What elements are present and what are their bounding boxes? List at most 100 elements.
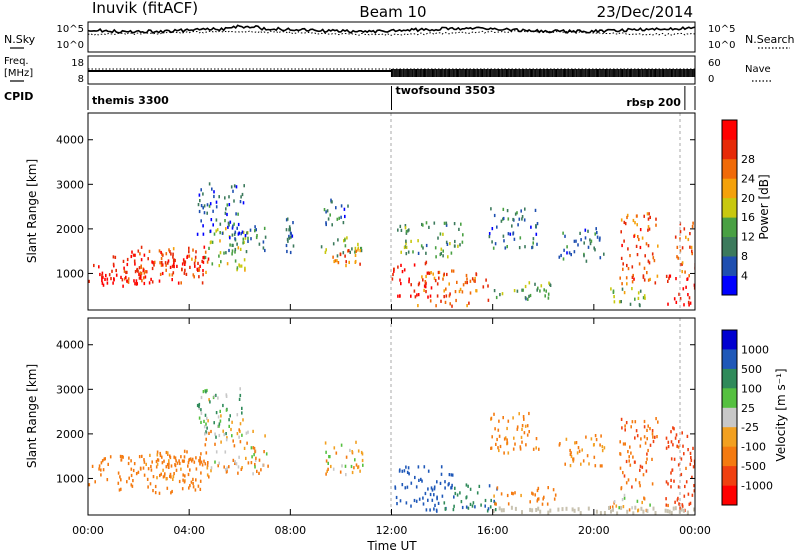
power-cell (338, 216, 340, 220)
velocity-cell (693, 484, 695, 488)
power-cell (347, 249, 350, 253)
power-cell (445, 287, 447, 291)
velocity-cell (690, 456, 692, 460)
velocity-cell (674, 500, 676, 504)
power-cell (459, 243, 461, 247)
velocity-cell (640, 437, 642, 441)
power-cell (490, 207, 492, 211)
velocity-cell (687, 448, 689, 452)
velocity-cell (362, 463, 364, 467)
velocity-cell (327, 461, 329, 465)
power-cell (237, 246, 240, 250)
velocity-cell (132, 479, 134, 483)
power-cell (226, 262, 229, 266)
power-cell (537, 286, 539, 290)
velocity-cell (507, 419, 510, 423)
velocity-cell (628, 455, 630, 459)
power-cell (673, 297, 676, 301)
power-cell (590, 239, 593, 243)
power-cell (453, 222, 456, 226)
power-cell (219, 251, 222, 255)
power-cell (101, 271, 104, 275)
velocity-cell (665, 497, 667, 501)
velocity-ground-cell (549, 508, 552, 513)
velocity-cell (198, 404, 200, 409)
velocity-cell (619, 466, 622, 470)
power-cell (598, 238, 601, 242)
power-cell (570, 253, 572, 257)
power-cell (200, 219, 202, 223)
power-cell (172, 255, 174, 259)
velocity-ground-cell (654, 511, 657, 515)
velocity-cell (163, 459, 165, 463)
velocity-cell (141, 454, 143, 458)
power-cell (585, 259, 588, 263)
power-cell (202, 256, 204, 260)
velocity-cell (623, 493, 626, 497)
velocity-cell (199, 456, 201, 460)
power-cell (136, 282, 138, 286)
velocity-cell (667, 445, 670, 449)
velocity-cell (637, 508, 640, 512)
velocity-cell (570, 454, 573, 459)
power-cell (691, 225, 694, 229)
velocity-cell (238, 428, 240, 432)
power-cell (562, 257, 565, 261)
power-cell (417, 304, 419, 308)
velocity-cell (181, 459, 184, 463)
velocity-cell (357, 449, 360, 453)
velocity-cell (166, 486, 169, 490)
velocity-cell (570, 451, 572, 455)
power-cell (239, 200, 242, 204)
power-cell (121, 278, 124, 282)
velocity-cell (665, 436, 668, 440)
velocity-cell (401, 469, 404, 473)
velocity-cell (593, 455, 596, 459)
power-cell (162, 253, 164, 257)
velocity-cell (226, 436, 228, 440)
velocity-cell (354, 458, 356, 462)
velocity-cell (490, 498, 492, 503)
velocity-cell (239, 393, 242, 398)
velocity-patch (204, 428, 269, 476)
velocity-cell (441, 494, 444, 498)
power-cell (665, 274, 668, 278)
power-patch (619, 212, 659, 286)
velocity-cell (423, 465, 426, 469)
velocity-cell (629, 463, 632, 467)
velocity-cell (433, 493, 435, 497)
power-cell (123, 269, 126, 273)
power-cell (622, 262, 624, 266)
velocity-cell (206, 416, 208, 420)
velocity-cell (218, 461, 220, 465)
power-cell (687, 293, 689, 297)
velocity-ylabel: Slant Range [km] (25, 364, 39, 468)
velocity-cell (420, 477, 422, 481)
velocity-cell (520, 435, 523, 439)
velocity-cell (646, 437, 648, 441)
velocity-cell (196, 403, 199, 408)
power-cell (642, 296, 645, 300)
power-cell (344, 214, 346, 219)
velocity-cell (480, 503, 482, 507)
velocity-cell (132, 468, 135, 473)
power-cell (216, 228, 219, 232)
power-cell (246, 231, 248, 235)
velocity-cell (167, 465, 170, 469)
power-cell (531, 246, 533, 250)
power-cell (357, 246, 360, 250)
velocity-cell (215, 450, 218, 454)
velocity-cell (238, 435, 240, 439)
velocity-cell (130, 459, 132, 463)
velocity-cell (232, 458, 235, 462)
velocity-cell (651, 482, 654, 486)
power-cell (203, 255, 205, 259)
power-cell (433, 221, 436, 225)
velocity-cell (491, 435, 493, 439)
power-cell (633, 234, 635, 238)
velocity-cell (197, 484, 200, 488)
power-cell (244, 236, 247, 240)
